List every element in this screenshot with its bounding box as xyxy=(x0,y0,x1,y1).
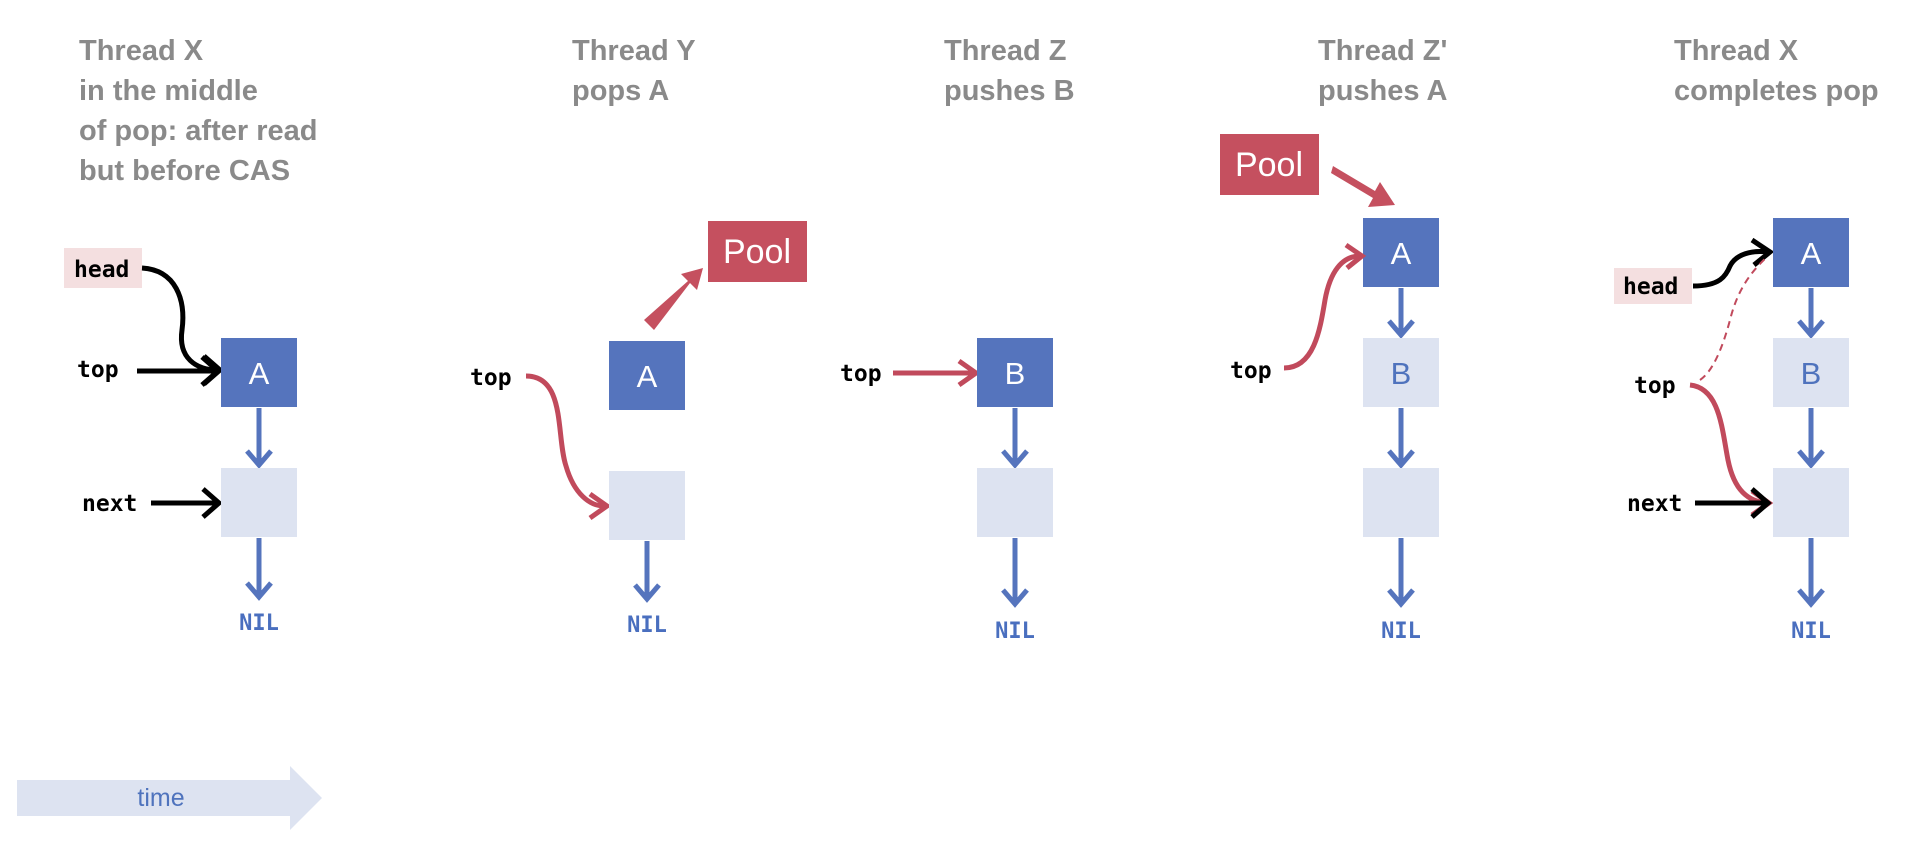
time-arrow: time xyxy=(17,766,322,830)
nil-label: NIL xyxy=(1381,619,1421,644)
title-line: Thread X xyxy=(79,35,204,67)
node-a xyxy=(1773,218,1849,287)
nil-label: NIL xyxy=(239,611,279,636)
arrow-icon xyxy=(1001,449,1029,469)
panel-1: head top A next NIL xyxy=(64,248,297,636)
panel-4: Pool A top B NIL xyxy=(1220,134,1439,644)
node-b xyxy=(1773,338,1849,407)
node-a xyxy=(221,338,297,407)
top-label: top xyxy=(840,361,882,387)
node-b xyxy=(977,338,1053,407)
panel-1-title: Thread X in the middle of pop: after rea… xyxy=(79,35,317,187)
arrow-icon xyxy=(201,487,223,519)
node-b-label: B xyxy=(1005,356,1026,391)
node-b-label: B xyxy=(1801,356,1822,391)
title-line: Thread Z xyxy=(944,35,1066,67)
nil-label: NIL xyxy=(627,613,667,638)
head-label-bg xyxy=(1614,268,1692,304)
node-a-label: A xyxy=(1801,236,1822,271)
panel-2-title: Thread Y pops A xyxy=(572,35,696,107)
panel-3: top B NIL xyxy=(840,338,1053,644)
top-pointer-arrow xyxy=(1283,253,1361,371)
top-pointer-arrow xyxy=(525,373,605,509)
arrow-icon xyxy=(1001,588,1029,608)
to-pool-arrow xyxy=(644,268,703,330)
node-a-label: A xyxy=(637,359,658,394)
node-empty xyxy=(1363,468,1439,537)
head-pointer-arrow xyxy=(1692,249,1769,289)
node-empty xyxy=(221,468,297,537)
head-pointer-arrow xyxy=(141,265,219,373)
title-line: Thread X xyxy=(1674,35,1799,67)
title-line: pushes B xyxy=(944,75,1075,107)
top-label: top xyxy=(470,365,512,391)
title-line: pushes A xyxy=(1318,75,1448,107)
title-line: Thread Z' xyxy=(1318,35,1447,67)
panel-5: head A top B next NIL xyxy=(1614,218,1849,644)
next-label: next xyxy=(1627,491,1682,517)
arrow-icon xyxy=(957,358,981,388)
title-line: but before CAS xyxy=(79,155,290,187)
arrow-icon xyxy=(1344,242,1367,270)
arrow-icon xyxy=(633,583,661,603)
top-label: top xyxy=(1230,358,1272,384)
top-label: top xyxy=(1634,373,1676,399)
arrow-icon xyxy=(1797,319,1825,339)
block-arrow-icon xyxy=(17,766,322,830)
panel-2: Pool A top NIL xyxy=(470,221,807,638)
pool-label: Pool xyxy=(1235,146,1303,184)
title-line: Thread Y xyxy=(572,35,696,67)
panel-4-title: Thread Z' pushes A xyxy=(1318,35,1448,107)
arrow-icon xyxy=(1797,588,1825,608)
node-a-label: A xyxy=(1391,236,1412,271)
arrow-icon xyxy=(1750,487,1772,519)
arrow-icon xyxy=(588,491,612,521)
arrow-icon xyxy=(1387,588,1415,608)
arrow-icon xyxy=(200,355,222,387)
time-label: time xyxy=(137,784,184,812)
node-b-label: B xyxy=(1391,356,1412,391)
head-label: head xyxy=(74,257,129,283)
arrow-icon xyxy=(1387,449,1415,469)
title-line: pops A xyxy=(572,75,669,107)
panel-5-title: Thread X completes pop xyxy=(1674,35,1879,107)
arrow-icon xyxy=(1797,449,1825,469)
next-label: next xyxy=(82,491,137,517)
head-label: head xyxy=(1623,274,1678,300)
node-empty xyxy=(609,471,685,540)
title-line: of pop: after read xyxy=(79,115,317,147)
nil-label: NIL xyxy=(995,619,1035,644)
node-a xyxy=(1363,218,1439,287)
nil-label: NIL xyxy=(1791,619,1831,644)
top-pointer-arrow xyxy=(1689,382,1769,506)
arrow-icon xyxy=(245,581,273,601)
node-empty xyxy=(977,468,1053,537)
from-pool-arrow xyxy=(1331,166,1395,207)
pool-label: Pool xyxy=(723,233,791,271)
title-line: completes pop xyxy=(1674,75,1879,107)
arrow-icon xyxy=(1750,237,1775,267)
node-a-label: A xyxy=(249,356,270,391)
pool-box xyxy=(1220,134,1319,195)
arrow-icon xyxy=(1387,319,1415,339)
top-label: top xyxy=(77,357,119,383)
node-a xyxy=(609,341,685,410)
title-line: in the middle xyxy=(79,75,258,107)
arrow-icon xyxy=(245,449,273,469)
node-b xyxy=(1363,338,1439,407)
pool-box xyxy=(708,221,807,282)
old-top-dashed-link xyxy=(1699,255,1769,381)
head-label-bg xyxy=(64,248,142,288)
node-empty xyxy=(1773,468,1849,537)
panel-3-title: Thread Z pushes B xyxy=(944,35,1075,107)
